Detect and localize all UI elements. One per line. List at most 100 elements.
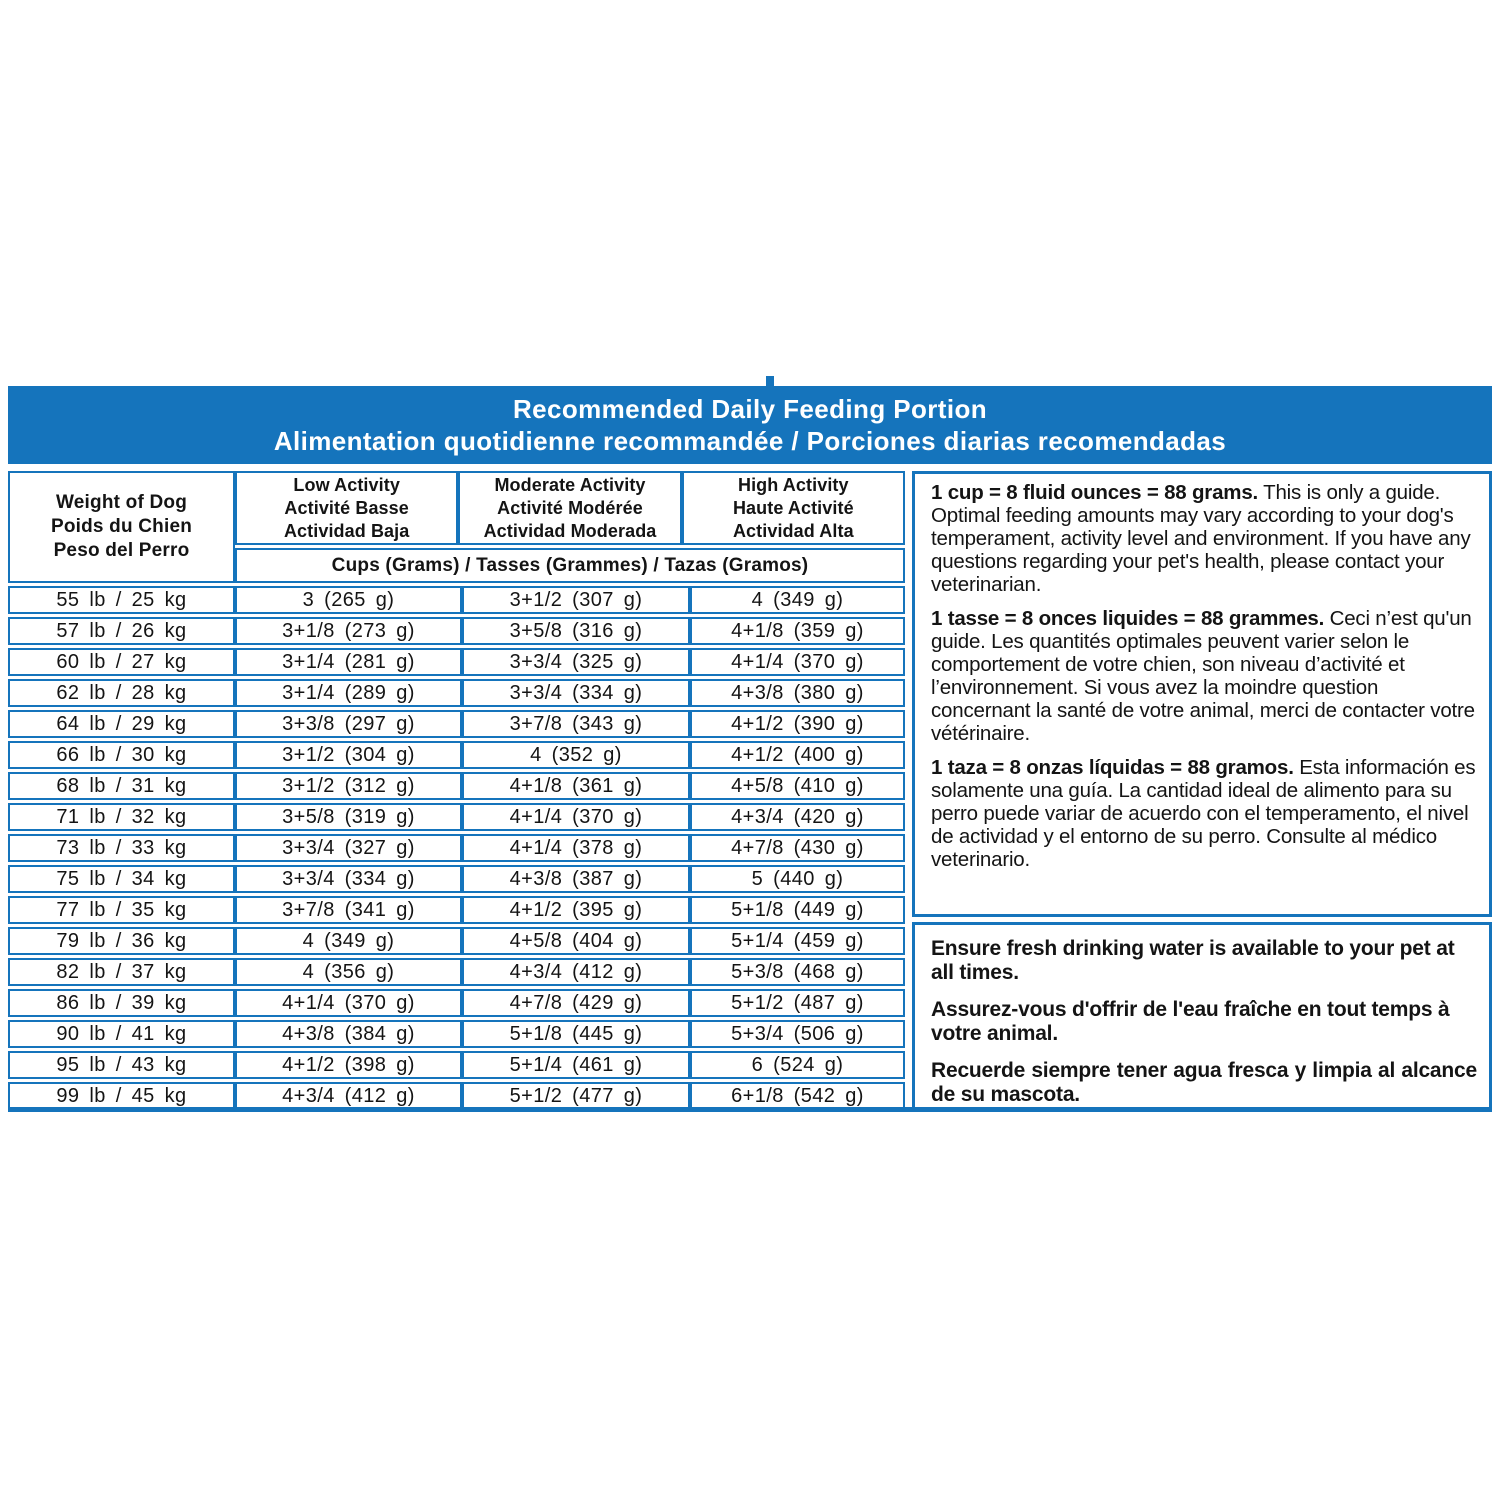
table-row: 95 lb / 43 kg 4+1/2 (398 g) 5+1/4 (461 g) 6… xyxy=(8,1051,905,1079)
water-notice-fr: Assurez-vous d'offrir de l'eau fraîche e… xyxy=(931,998,1450,1045)
table-row: 86 lb / 39 kg 4+1/4 (370 g) 4+7/8 (429 g) 5… xyxy=(8,989,905,1017)
portion-cell: 3+1/8 (273 g) xyxy=(235,617,462,645)
cup-info-es: 1 taza = 8 onzas líquidas = 88 gramos. E… xyxy=(931,756,1477,871)
portion-cell: 4+7/8 (429 g) xyxy=(462,989,690,1017)
portion-cell: 6+1/8 (542 g) xyxy=(690,1082,905,1110)
portion-cell: 4+1/4 (370 g) xyxy=(690,648,905,676)
weight-cell: 82 lb / 37 kg xyxy=(8,958,235,986)
units-header: Cups (Grams) / Tasses (Grammes) / Tazas … xyxy=(235,548,905,583)
high-activity-fr: Haute Activité xyxy=(732,497,854,518)
portion-cell: 4+1/4 (370 g) xyxy=(235,989,462,1017)
low-activity-es: Actividad Baja xyxy=(283,520,410,541)
cup-info-es-text: Esta información es solamente una guía. … xyxy=(931,756,1476,871)
table-row: 73 lb / 33 kg 3+3/4 (327 g) 4+1/4 (378 g) 4… xyxy=(8,834,905,862)
portion-cell: 4+3/8 (384 g) xyxy=(235,1020,462,1048)
portion-cell: 3+1/4 (281 g) xyxy=(235,648,462,676)
table-row: 66 lb / 30 kg 3+1/2 (304 g) 4 (352 g) 4+1/2… xyxy=(8,741,905,769)
portion-cell: 3+7/8 (343 g) xyxy=(462,710,690,738)
portion-cell: 4+1/2 (400 g) xyxy=(690,741,905,769)
weight-cell: 77 lb / 35 kg xyxy=(8,896,235,924)
portion-cell: 3 (265 g) xyxy=(235,586,462,614)
print-registration-tick xyxy=(766,376,774,386)
water-notice-en: Ensure fresh drinking water is available… xyxy=(931,937,1455,984)
table-row: 60 lb / 27 kg 3+1/4 (281 g) 3+3/4 (325 g) 4… xyxy=(8,648,905,676)
weight-cell: 55 lb / 25 kg xyxy=(8,586,235,614)
title-english: Recommended Daily Feeding Portion xyxy=(512,393,988,424)
portion-cell: 3+1/2 (304 g) xyxy=(235,741,462,769)
portion-cell: 5+1/8 (445 g) xyxy=(462,1020,690,1048)
weight-cell: 71 lb / 32 kg xyxy=(8,803,235,831)
table-row: 99 lb / 45 kg 4+3/4 (412 g) 5+1/2 (477 g) 6… xyxy=(8,1082,905,1110)
table-row: 55 lb / 25 kg 3 (265 g) 3+1/2 (307 g) 4 (34… xyxy=(8,586,905,614)
portion-cell: 3+1/2 (312 g) xyxy=(235,772,462,800)
moderate-activity-es: Actividad Moderada xyxy=(483,520,657,541)
portion-cell: 5+1/2 (477 g) xyxy=(462,1082,690,1110)
feeding-table: Weight of Dog Poids du Chien Peso del Pe… xyxy=(8,471,905,1110)
weight-cell: 75 lb / 34 kg xyxy=(8,865,235,893)
portion-cell: 3+3/4 (325 g) xyxy=(462,648,690,676)
table-row: 82 lb / 37 kg 4 (356 g) 4+3/4 (412 g) 5+3/8… xyxy=(8,958,905,986)
portion-cell: 4+7/8 (430 g) xyxy=(690,834,905,862)
table-body: 55 lb / 25 kg 3 (265 g) 3+1/2 (307 g) 4 (34… xyxy=(8,586,905,1110)
cup-info-en-lead: 1 cup = 8 fluid ounces = 88 grams. xyxy=(931,481,1259,504)
weight-cell: 64 lb / 29 kg xyxy=(8,710,235,738)
portion-cell: 4 (349 g) xyxy=(235,927,462,955)
portion-cell: 3+3/4 (334 g) xyxy=(235,865,462,893)
cup-info-es-lead: 1 taza = 8 onzas líquidas = 88 gramos. xyxy=(931,756,1294,779)
portion-cell: 4+3/8 (380 g) xyxy=(690,679,905,707)
portion-cell: 4+3/4 (412 g) xyxy=(462,958,690,986)
moderate-activity-en: Moderate Activity xyxy=(494,474,646,495)
weight-header-fr: Poids du Chien xyxy=(50,516,193,537)
table-header: Weight of Dog Poids du Chien Peso del Pe… xyxy=(8,471,905,583)
weight-column-header: Weight of Dog Poids du Chien Peso del Pe… xyxy=(8,471,235,583)
side-panels: 1 cup = 8 fluid ounces = 88 grams. This … xyxy=(912,471,1492,1110)
portion-cell: 4+1/4 (370 g) xyxy=(462,803,690,831)
portion-cell: 4 (352 g) xyxy=(462,741,690,769)
portion-cell: 3+3/4 (327 g) xyxy=(235,834,462,862)
portion-cell: 4+1/4 (378 g) xyxy=(462,834,690,862)
portion-cell: 4+1/8 (359 g) xyxy=(690,617,905,645)
weight-cell: 57 lb / 26 kg xyxy=(8,617,235,645)
portion-cell: 5+1/2 (487 g) xyxy=(690,989,905,1017)
feeding-guide-sheet: Recommended Daily Feeding Portion Alimen… xyxy=(8,376,1492,1112)
portion-cell: 3+1/2 (307 g) xyxy=(462,586,690,614)
portion-cell: 5+1/8 (449 g) xyxy=(690,896,905,924)
portion-cell: 4+1/8 (361 g) xyxy=(462,772,690,800)
portion-cell: 4+1/2 (390 g) xyxy=(690,710,905,738)
portion-cell: 4 (349 g) xyxy=(690,586,905,614)
weight-cell: 90 lb / 41 kg xyxy=(8,1020,235,1048)
high-activity-en: High Activity xyxy=(737,474,849,495)
weight-header-en: Weight of Dog xyxy=(56,492,187,513)
portion-cell: 3+1/4 (289 g) xyxy=(235,679,462,707)
table-row: 71 lb / 32 kg 3+5/8 (319 g) 4+1/4 (370 g) 4… xyxy=(8,803,905,831)
weight-cell: 73 lb / 33 kg xyxy=(8,834,235,862)
feeding-guide-info-box: 1 cup = 8 fluid ounces = 88 grams. This … xyxy=(912,471,1492,917)
weight-cell: 86 lb / 39 kg xyxy=(8,989,235,1017)
table-row: 90 lb / 41 kg 4+3/8 (384 g) 5+1/8 (445 g) 5… xyxy=(8,1020,905,1048)
portion-cell: 5+1/4 (461 g) xyxy=(462,1051,690,1079)
bottom-rule xyxy=(8,1107,1492,1112)
weight-cell: 95 lb / 43 kg xyxy=(8,1051,235,1079)
portion-cell: 4+1/2 (398 g) xyxy=(235,1051,462,1079)
cup-info-en-text: This is only a guide. Optimal feeding am… xyxy=(931,481,1471,596)
low-activity-en: Low Activity xyxy=(293,474,400,495)
table-row: 57 lb / 26 kg 3+1/8 (273 g) 3+5/8 (316 g) 4… xyxy=(8,617,905,645)
portion-cell: 3+5/8 (316 g) xyxy=(462,617,690,645)
portion-cell: 6 (524 g) xyxy=(690,1051,905,1079)
activity-labels-row: Low Activity Activité Basse Actividad Ba… xyxy=(235,471,905,545)
table-row: 75 lb / 34 kg 3+3/4 (334 g) 4+3/8 (387 g) 5… xyxy=(8,865,905,893)
weight-cell: 60 lb / 27 kg xyxy=(8,648,235,676)
content-area: Weight of Dog Poids du Chien Peso del Pe… xyxy=(8,471,1492,1110)
high-activity-es: Actividad Alta xyxy=(732,520,854,541)
weight-cell: 68 lb / 31 kg xyxy=(8,772,235,800)
portion-cell: 5+3/8 (468 g) xyxy=(690,958,905,986)
activity-columns-header: Low Activity Activité Basse Actividad Ba… xyxy=(235,471,905,583)
header-band: Recommended Daily Feeding Portion Alimen… xyxy=(8,386,1492,464)
high-activity-header: High Activity Haute Activité Actividad A… xyxy=(681,471,905,545)
portion-cell: 5 (440 g) xyxy=(690,865,905,893)
water-notice-es: Recuerde siempre tener agua fresca y lim… xyxy=(931,1059,1477,1106)
title-french-spanish: Alimentation quotidienne recommandée / P… xyxy=(273,425,1227,456)
portion-cell: 4+3/4 (420 g) xyxy=(690,803,905,831)
moderate-activity-header: Moderate Activity Activité Modérée Activ… xyxy=(458,471,682,545)
cup-info-fr-text: Ceci n’est qu'un guide. Les quantités op… xyxy=(931,607,1475,745)
